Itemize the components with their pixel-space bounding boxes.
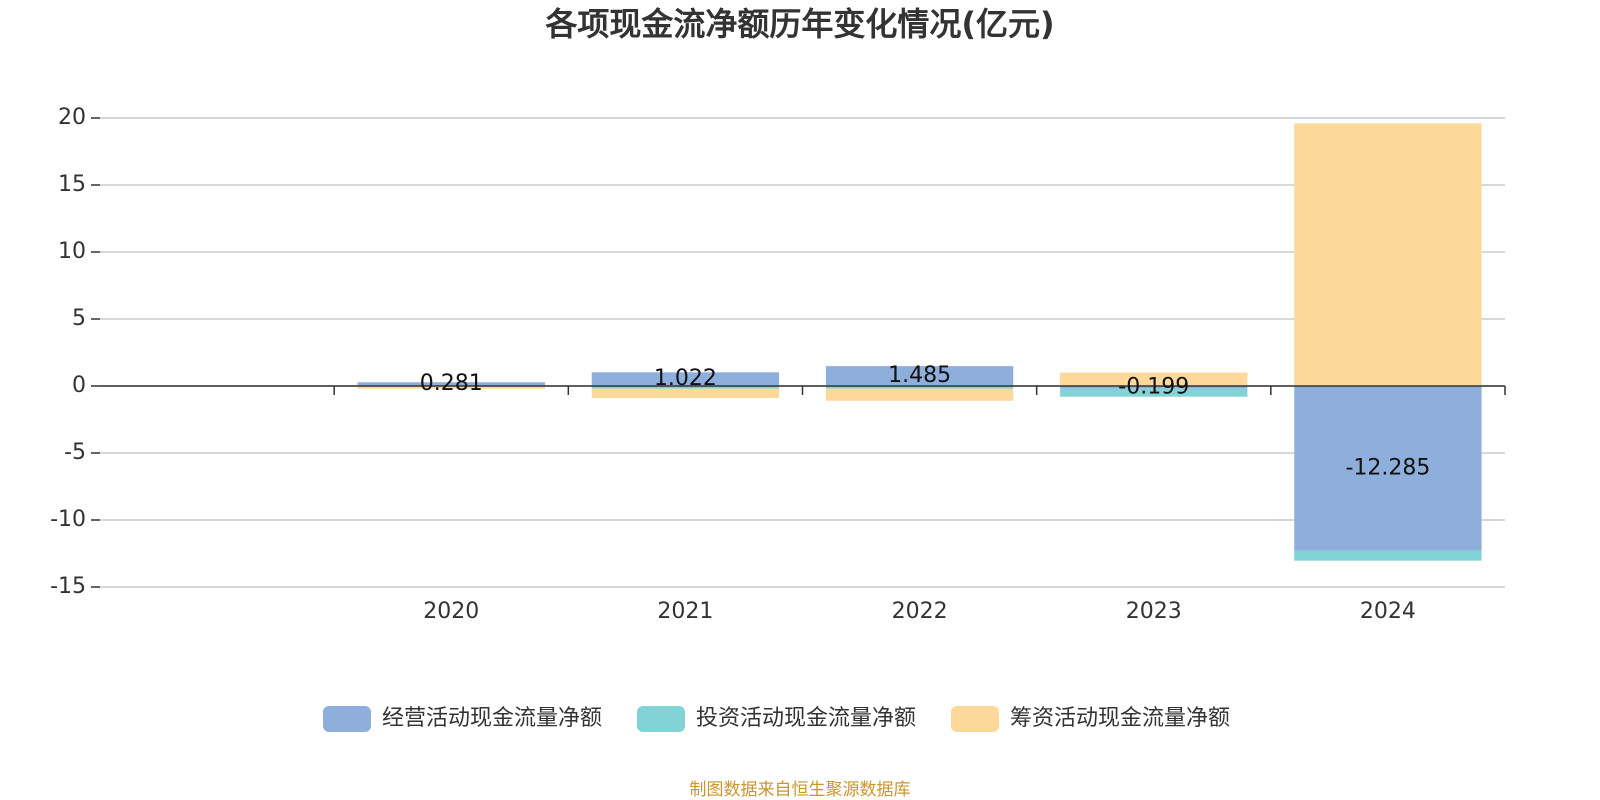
data-label: -12.285 [1345, 455, 1430, 480]
y-tick-label: -5 [64, 440, 86, 465]
bar [357, 386, 545, 389]
bar [825, 386, 1014, 389]
chart-title: 各项现金流净额历年变化情况(亿元) [545, 5, 1054, 43]
source-note: 制图数据来自恒生聚源数据库 [690, 780, 911, 800]
bar [591, 372, 780, 386]
bar [1294, 550, 1482, 561]
x-tick-label: 2023 [1126, 599, 1182, 624]
y-tick-label: 0 [72, 373, 86, 398]
y-tick-label: 15 [58, 172, 86, 197]
y-tick-label: -15 [50, 574, 86, 599]
legend-label: 投资活动现金流量净额 [696, 706, 916, 731]
data-label: -0.199 [1118, 374, 1189, 399]
bar [1060, 388, 1248, 397]
bar [1294, 123, 1482, 387]
data-label: 1.485 [888, 363, 951, 388]
y-tick-label: 5 [72, 306, 86, 331]
bar [591, 388, 780, 399]
legend-swatch [951, 706, 999, 732]
legend-label: 筹资活动现金流量净额 [1010, 706, 1230, 731]
bar [1060, 372, 1248, 386]
bar [357, 382, 545, 386]
bar [825, 366, 1014, 386]
y-tick-label: -10 [50, 507, 86, 532]
data-label: 0.281 [420, 371, 483, 396]
legend-swatch [323, 706, 371, 732]
x-tick-label: 2021 [657, 599, 713, 624]
x-tick-label: 2020 [423, 599, 479, 624]
y-tick-label: 10 [58, 239, 86, 264]
y-tick-label: 20 [58, 105, 86, 130]
x-tick-label: 2024 [1360, 599, 1416, 624]
bar [1060, 386, 1248, 389]
legend-swatch [637, 706, 685, 732]
bar [825, 388, 1014, 401]
bar [1294, 386, 1482, 551]
legend-label: 经营活动现金流量净额 [382, 706, 602, 731]
data-label: 1.022 [654, 366, 717, 391]
x-tick-label: 2022 [892, 599, 948, 624]
bar [591, 386, 780, 389]
